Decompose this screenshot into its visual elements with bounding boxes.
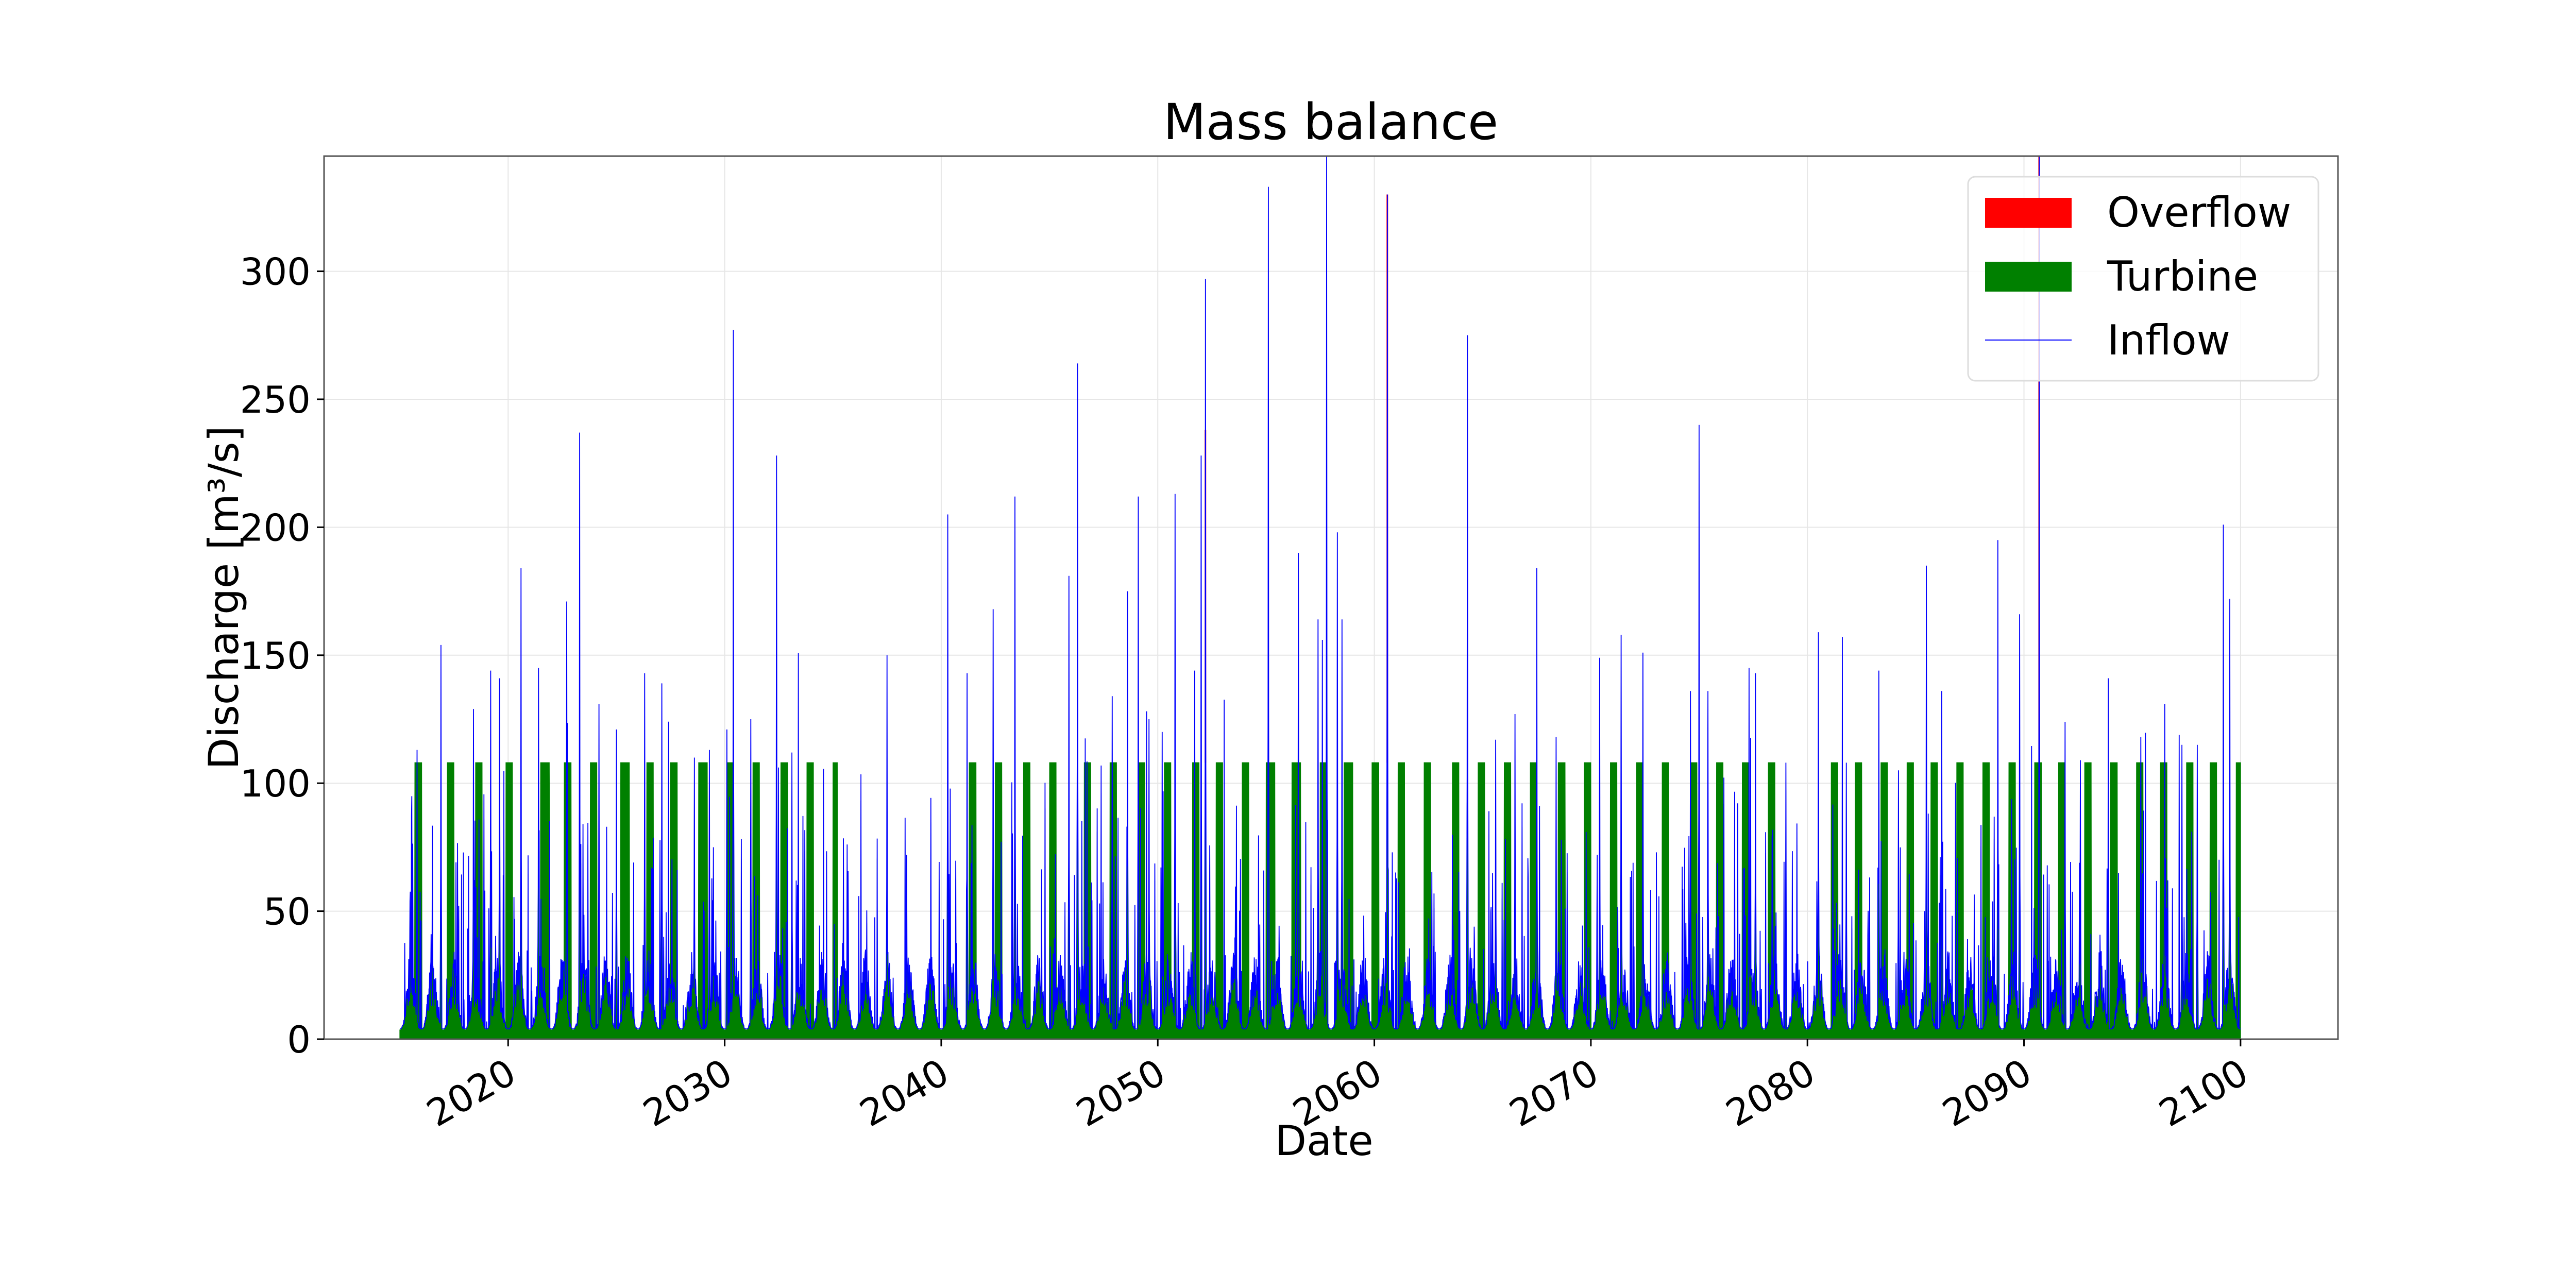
- inflow-line: [400, 156, 2241, 1030]
- legend-overflow-swatch: [1985, 198, 2072, 228]
- y-axis-label: Discharge [m³/s]: [200, 426, 248, 769]
- legend-turbine-label: Turbine: [2107, 252, 2258, 300]
- y-tick-label: 100: [240, 762, 311, 805]
- y-tick-label: 200: [240, 506, 311, 549]
- y-tick-label: 250: [240, 378, 311, 421]
- y-tick-label: 0: [287, 1018, 311, 1061]
- legend-turbine-swatch: [1985, 262, 2072, 292]
- legend-inflow-label: Inflow: [2107, 316, 2230, 364]
- x-tick-label: 2030: [636, 1050, 739, 1135]
- x-tick-label: 2070: [1502, 1050, 1606, 1135]
- legend-overflow-label: Overflow: [2107, 189, 2291, 236]
- x-tick-label: 2050: [1069, 1050, 1173, 1135]
- turbine-area: [399, 762, 2241, 1039]
- plot-frame: [323, 155, 2339, 1040]
- x-tick-label: 2080: [1719, 1050, 1822, 1135]
- inflow-series: [400, 156, 2241, 1030]
- x-tick-label: 2020: [419, 1050, 523, 1135]
- legend: Overflow Turbine Inflow: [1967, 176, 2319, 382]
- grid-lines: [324, 156, 2338, 1040]
- x-tick-label: 2100: [2152, 1050, 2256, 1135]
- plot-area: [399, 156, 2241, 1039]
- y-tick-label: 300: [240, 250, 311, 294]
- y-tick-label: 150: [240, 634, 311, 677]
- y-tick-label: 50: [263, 890, 311, 934]
- overflow-series: [1205, 156, 2040, 763]
- x-tick-label: 2090: [1935, 1050, 2039, 1135]
- x-axis-label: Date: [1275, 1117, 1373, 1165]
- chart-title: Mass balance: [1163, 93, 1498, 151]
- turbine-series: [399, 762, 2241, 1039]
- x-tick-label: 2040: [853, 1050, 956, 1135]
- y-axis: 0 50 100 150 200 250 300: [240, 250, 324, 1061]
